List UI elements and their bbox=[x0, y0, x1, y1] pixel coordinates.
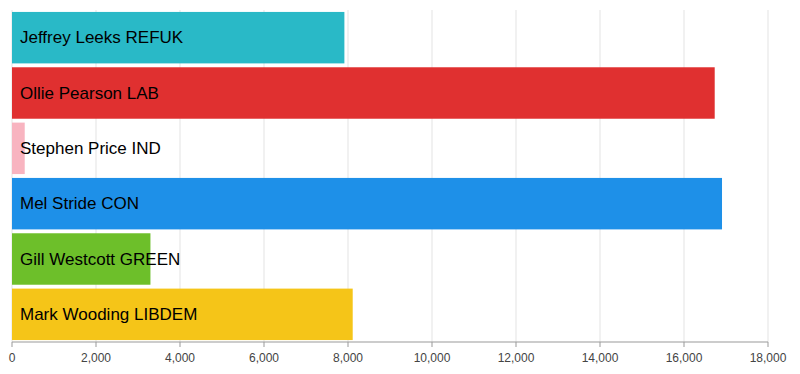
bar bbox=[12, 289, 353, 340]
tick-mark bbox=[600, 342, 601, 347]
tick-mark bbox=[768, 342, 769, 347]
category-label: Stephen Price IND bbox=[20, 139, 161, 158]
tick-mark bbox=[180, 342, 181, 347]
tick-mark bbox=[516, 342, 517, 347]
tick-label: 0 bbox=[9, 351, 16, 365]
tick-mark bbox=[96, 342, 97, 347]
category-label: Jeffrey Leeks REFUK bbox=[20, 28, 184, 47]
bars bbox=[12, 12, 722, 340]
bar bbox=[12, 178, 722, 229]
tick-mark bbox=[264, 342, 265, 347]
x-axis: 0 2,000 4,000 6,000 8,000 10,000 12,000 14,000 1… bbox=[9, 342, 787, 365]
category-label: Gill Westcott GREEN bbox=[20, 250, 180, 269]
tick-label: 16,000 bbox=[666, 351, 703, 365]
tick-label: 4,000 bbox=[165, 351, 195, 365]
grid-line bbox=[600, 10, 601, 342]
grid-line bbox=[516, 10, 517, 342]
tick-mark bbox=[12, 342, 13, 347]
category-label: Mel Stride CON bbox=[20, 194, 139, 213]
category-label: Mark Wooding LIBDEM bbox=[20, 305, 197, 324]
tick-mark bbox=[348, 342, 349, 347]
grid-line bbox=[432, 10, 433, 342]
chart: 0 2,000 4,000 6,000 8,000 10,000 12,000 14,000 1… bbox=[0, 0, 800, 374]
bar-labels: Jeffrey Leeks REFUK Ollie Pearson LAB Step… bbox=[20, 28, 197, 324]
tick-label: 6,000 bbox=[249, 351, 279, 365]
tick-mark bbox=[432, 342, 433, 347]
chart-container: 0 2,000 4,000 6,000 8,000 10,000 12,000 14,000 1… bbox=[0, 0, 800, 374]
tick-label: 10,000 bbox=[414, 351, 451, 365]
bar bbox=[12, 67, 715, 118]
grid-line bbox=[768, 10, 769, 342]
tick-label: 18,000 bbox=[750, 351, 787, 365]
tick-label: 2,000 bbox=[81, 351, 111, 365]
grid-line bbox=[684, 10, 685, 342]
axis-line bbox=[12, 342, 768, 343]
category-label: Ollie Pearson LAB bbox=[20, 84, 159, 103]
bar bbox=[12, 12, 344, 63]
tick-label: 12,000 bbox=[498, 351, 535, 365]
grid bbox=[12, 10, 768, 342]
tick-label: 8,000 bbox=[333, 351, 363, 365]
tick-label: 14,000 bbox=[582, 351, 619, 365]
tick-mark bbox=[684, 342, 685, 347]
